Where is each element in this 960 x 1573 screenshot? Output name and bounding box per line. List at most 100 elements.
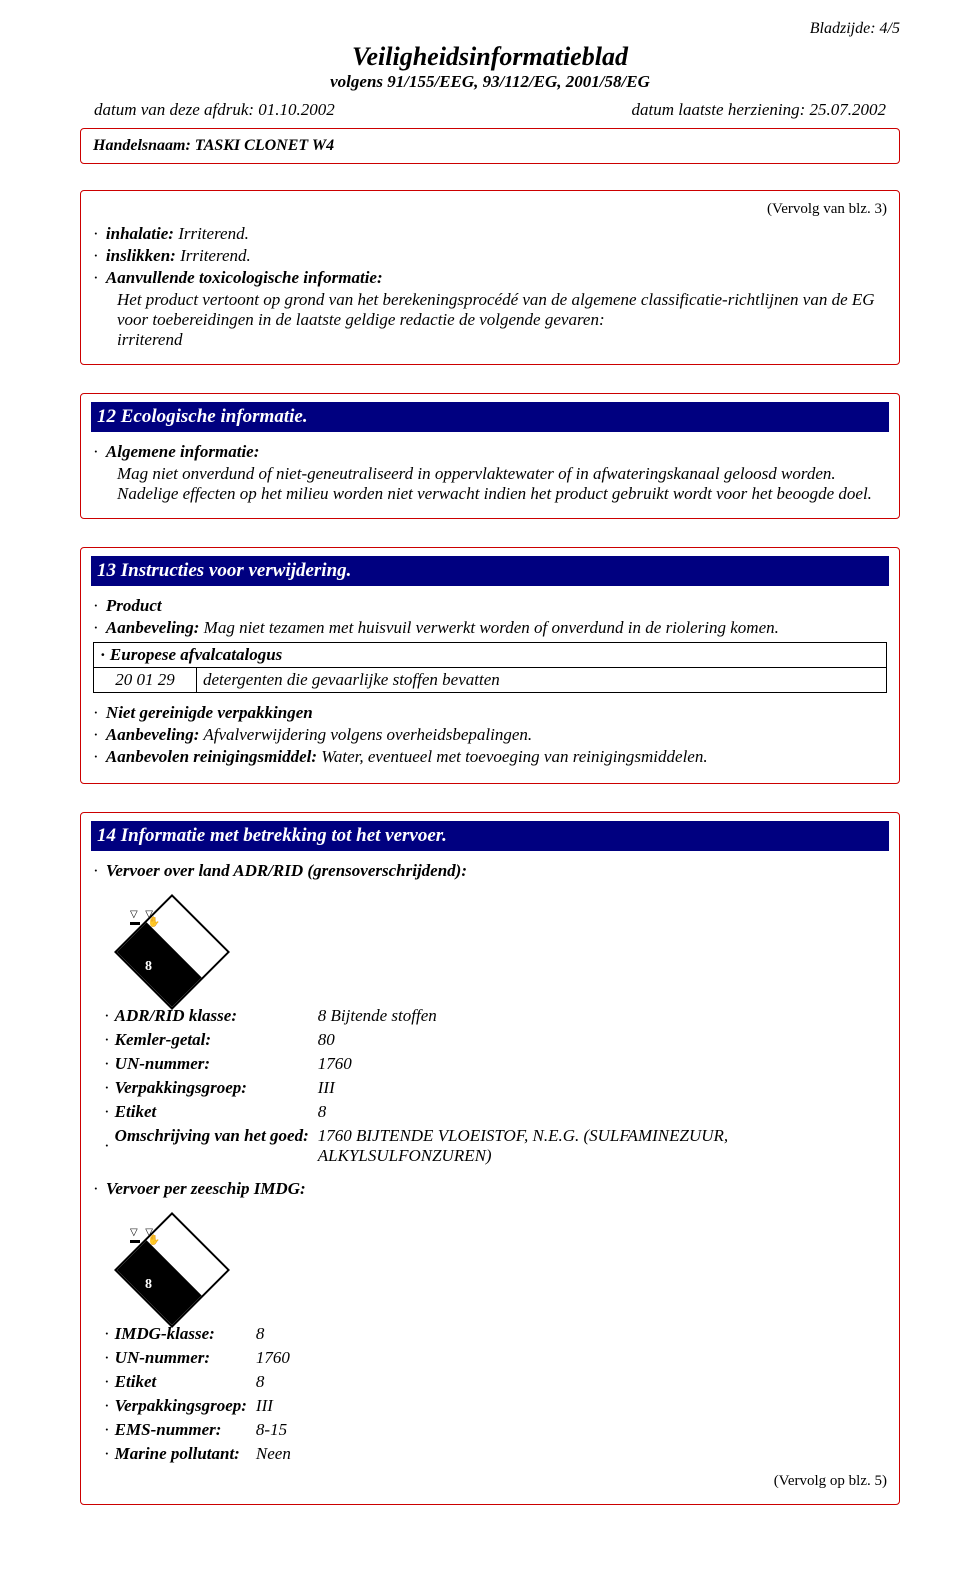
general-info-label: Algemene informatie:	[106, 442, 259, 461]
s12-body2: Nadelige effecten op het milieu worden n…	[117, 484, 887, 504]
page-subtitle: volgens 91/155/EEG, 93/112/EG, 2001/58/E…	[80, 72, 900, 92]
bullet: ·	[103, 1443, 112, 1465]
kv-row: ·Omschrijving van het goed:1760 BIJTENDE…	[103, 1125, 885, 1167]
sds-page: Bladzijde: 4/5 Veiligheidsinformatieblad…	[0, 0, 960, 1573]
hazard-class-8: 8	[145, 1277, 152, 1293]
tradename-label: Handelsnaam:	[93, 137, 191, 154]
bullet: ·	[103, 1419, 112, 1441]
recommend-label: Aanbeveling:	[106, 618, 200, 637]
pack-recommend-label: Aanbeveling:	[106, 725, 200, 744]
kv-value: 1760	[317, 1053, 885, 1075]
kv-value: III	[317, 1077, 885, 1099]
kv-value: 8 Bijtende stoffen	[317, 1005, 885, 1027]
page-title: Veiligheidsinformatieblad	[80, 42, 900, 72]
kv-key: Verpakkingsgroep:	[114, 1395, 253, 1417]
kv-row: ·UN-nummer:1760	[103, 1347, 292, 1369]
section13: 13 Instructies voor verwijdering. · Prod…	[80, 547, 900, 784]
kv-value: 8-15	[255, 1419, 292, 1441]
section12: 12 Ecologische informatie. · Algemene in…	[80, 393, 900, 519]
adr-table: ·ADR/RID klasse:8 Bijtende stoffen·Kemle…	[101, 1003, 887, 1169]
sea-label-entry: · Vervoer per zeeschip IMDG:	[93, 1179, 887, 1199]
cleanser-value: Water, eventueel met toevoeging van rein…	[321, 747, 707, 766]
section14: 14 Informatie met betrekking tot het ver…	[80, 812, 900, 1505]
bullet: ·	[103, 1125, 112, 1167]
ingestion-value: Irriterend.	[180, 246, 251, 265]
inhalation-label: inhalatie:	[106, 224, 174, 243]
section12-heading: 12 Ecologische informatie.	[91, 402, 889, 432]
tox-body1: Het product vertoont op grond van het be…	[117, 290, 887, 330]
kv-key: EMS-nummer:	[114, 1419, 253, 1441]
s12-body1: Mag niet onverdund of niet-geneutralisee…	[117, 464, 887, 484]
tox-body2: irriterend	[117, 330, 887, 350]
imdg-table: ·IMDG-klasse:8·UN-nummer:1760·Etiket8·Ve…	[101, 1321, 294, 1467]
bullet: ·	[103, 1347, 112, 1369]
section14-heading: 14 Informatie met betrekking tot het ver…	[91, 821, 889, 851]
inhalation-entry: · inhalatie: Irriterend.	[93, 224, 887, 244]
kv-row: ·Marine pollutant:Neen	[103, 1443, 292, 1465]
bullet: ·	[103, 1323, 112, 1345]
tox-label: Aanvullende toxicologische informatie:	[106, 268, 383, 287]
bullet: ·	[103, 1371, 112, 1393]
ewc-row: 20 01 29 detergenten die gevaarlijke sto…	[94, 668, 887, 693]
kv-key: IMDG-klasse:	[114, 1323, 253, 1345]
tox-entry: · Aanvullende toxicologische informatie:	[93, 268, 887, 288]
pack-recommend-entry: · Aanbeveling: Afvalverwijdering volgens…	[93, 725, 887, 745]
ewc-table: · Europese afvalcatalogus 20 01 29 deter…	[93, 642, 887, 693]
kv-key: Verpakkingsgroep:	[114, 1077, 315, 1099]
page-number: Bladzijde: 4/5	[80, 20, 900, 38]
kv-value: 1760	[255, 1347, 292, 1369]
kv-key: Etiket	[114, 1371, 253, 1393]
recommend-value: Mag niet tezamen met huisvuil verwerkt w…	[204, 618, 779, 637]
hazard-diamond-adr: ▽ ▽▬ ✋ 8	[93, 883, 213, 1003]
recommend-entry: · Aanbeveling: Mag niet tezamen met huis…	[93, 618, 887, 638]
kv-row: ·UN-nummer:1760	[103, 1053, 885, 1075]
kv-key: UN-nummer:	[114, 1347, 253, 1369]
ewc-code: 20 01 29	[94, 668, 197, 693]
continued-from: (Vervolg van blz. 3)	[93, 201, 887, 218]
hazard-class-8: 8	[145, 959, 152, 975]
kv-value: III	[255, 1395, 292, 1417]
bullet: ·	[103, 1053, 112, 1075]
corrosive-icon: ▽ ▽▬ ✋	[130, 911, 160, 927]
bullet: ·	[103, 1029, 112, 1051]
ingestion-entry: · inslikken: Irriterend.	[93, 246, 887, 266]
ewc-label: Europese afvalcatalogus	[110, 645, 282, 664]
cleanser-label: Aanbevolen reinigingsmiddel:	[106, 747, 317, 766]
hazard-diamond-imdg: ▽ ▽▬ ✋ 8	[93, 1201, 213, 1321]
kv-value: 8	[255, 1323, 292, 1345]
print-date: datum van deze afdruk: 01.10.2002	[94, 100, 335, 120]
continued-to: (Vervolg op blz. 5)	[93, 1473, 887, 1490]
inhalation-value: Irriterend.	[178, 224, 249, 243]
bullet: ·	[103, 1395, 112, 1417]
kv-row: ·Verpakkingsgroep:III	[103, 1395, 292, 1417]
sea-label: Vervoer per zeeschip IMDG:	[106, 1179, 306, 1198]
kv-row: ·IMDG-klasse:8	[103, 1323, 292, 1345]
s12-general-label: · Algemene informatie:	[93, 442, 887, 462]
bullet: ·	[103, 1101, 112, 1123]
kv-key: ADR/RID klasse:	[114, 1005, 315, 1027]
cleanser-entry: · Aanbevolen reinigingsmiddel: Water, ev…	[93, 747, 887, 767]
ingestion-label: inslikken:	[106, 246, 176, 265]
kv-key: Omschrijving van het goed:	[114, 1125, 315, 1167]
product-label: Product	[106, 596, 162, 615]
land-label-entry: · Vervoer over land ADR/RID (grensoversc…	[93, 861, 887, 881]
kv-key: Marine pollutant:	[114, 1443, 253, 1465]
section11-continued: (Vervolg van blz. 3) · inhalatie: Irrite…	[80, 190, 900, 365]
kv-value: 8	[255, 1371, 292, 1393]
ewc-desc: detergenten die gevaarlijke stoffen beva…	[197, 668, 887, 693]
kv-row: ·Etiket8	[103, 1101, 885, 1123]
kv-value: 8	[317, 1101, 885, 1123]
kv-row: ·Verpakkingsgroep:III	[103, 1077, 885, 1099]
pack-recommend-value: Afvalverwijdering volgens overheidsbepal…	[203, 725, 532, 744]
kv-row: ·ADR/RID klasse:8 Bijtende stoffen	[103, 1005, 885, 1027]
section13-heading: 13 Instructies voor verwijdering.	[91, 556, 889, 586]
kv-key: UN-nummer:	[114, 1053, 315, 1075]
product-entry: · Product	[93, 596, 887, 616]
kv-row: ·Kemler-getal:80	[103, 1029, 885, 1051]
tradename-box: Handelsnaam: TASKI CLONET W4	[80, 128, 900, 164]
kv-row: ·Etiket8	[103, 1371, 292, 1393]
corrosive-icon: ▽ ▽▬ ✋	[130, 1229, 160, 1245]
tradename-text: TASKI CLONET W4	[195, 137, 334, 154]
uncleaned-label: Niet gereinigde verpakkingen	[106, 703, 313, 722]
kv-key: Etiket	[114, 1101, 315, 1123]
